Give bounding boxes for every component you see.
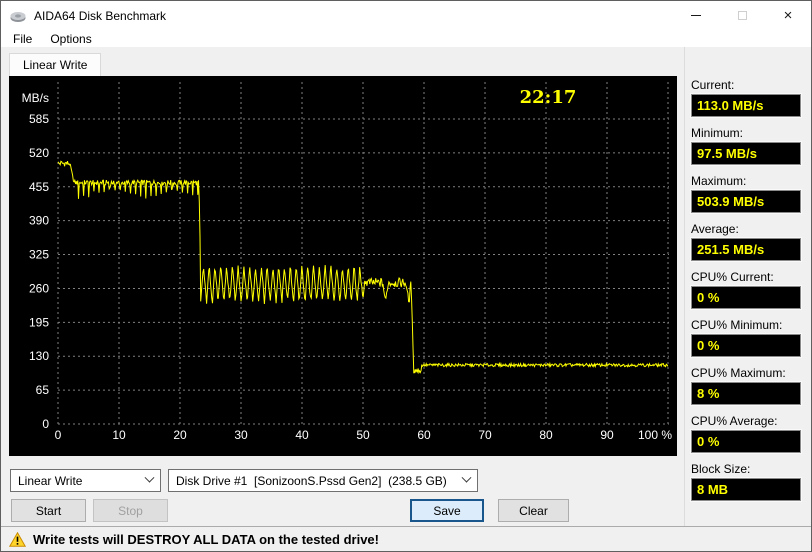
svg-text:0: 0 — [55, 428, 62, 442]
tab-linear-write[interactable]: Linear Write — [9, 53, 102, 76]
stats-panel: Current: 113.0 MB/s Minimum: 97.5 MB/s M… — [691, 78, 801, 510]
chart-time-label: 22:17 — [519, 87, 577, 108]
svg-text:90: 90 — [600, 428, 614, 442]
svg-text:130: 130 — [29, 349, 49, 363]
chart-axis-labels: MB/s 585 520 455 390 325 260 195 130 65 00 10 20 30 40… — [22, 91, 673, 442]
stat-value-box: 0 % — [691, 334, 801, 357]
maximize-icon — [737, 11, 747, 20]
stat-value: 0 % — [697, 290, 720, 305]
menu-file[interactable]: File — [13, 31, 33, 46]
chart-grid — [57, 82, 669, 425]
start-button[interactable]: Start — [11, 499, 86, 522]
stop-button: Stop — [93, 499, 168, 522]
app-disk-icon — [10, 11, 26, 22]
stat-value: 0 % — [697, 434, 720, 449]
stat-value-box: 503.9 MB/s — [691, 190, 801, 213]
window-title: AIDA64 Disk Benchmark — [34, 8, 167, 23]
stat-cpu-minimum: CPU% Minimum: 0 % — [691, 318, 801, 357]
stat-value-box: 0 % — [691, 430, 801, 453]
svg-text:455: 455 — [29, 180, 49, 194]
stat-label: Maximum: — [691, 174, 747, 188]
panel-divider — [684, 47, 685, 526]
menu-bar: File Options — [1, 30, 811, 47]
chart-area: MB/s 585 520 455 390 325 260 195 130 65 0 0 10 20 30 40… — [9, 76, 677, 456]
minimize-button[interactable] — [673, 1, 719, 30]
stat-value-box: 0 % — [691, 286, 801, 309]
stat-value: 8 % — [697, 386, 720, 401]
clear-button[interactable]: Clear — [498, 499, 569, 522]
y-axis-unit-label: MB/s — [22, 91, 49, 105]
svg-text:60: 60 — [417, 428, 431, 442]
stat-label: Current: — [691, 78, 735, 92]
status-bar: Write tests will DESTROY ALL DATA on the… — [1, 526, 811, 551]
svg-text:65: 65 — [36, 383, 50, 397]
svg-text:195: 195 — [29, 315, 49, 329]
svg-text:10: 10 — [112, 428, 126, 442]
stat-label: CPU% Maximum: — [691, 366, 786, 380]
svg-text:100 %: 100 % — [638, 428, 672, 442]
stat-value: 97.5 MB/s — [697, 146, 757, 161]
stat-value-box: 8 % — [691, 382, 801, 405]
svg-text:40: 40 — [295, 428, 309, 442]
svg-text:260: 260 — [29, 281, 49, 295]
stat-value-box: 113.0 MB/s — [691, 94, 801, 117]
stat-value: 113.0 MB/s — [697, 98, 764, 113]
stat-maximum: Maximum: 503.9 MB/s — [691, 174, 801, 213]
stat-label: Average: — [691, 222, 739, 236]
stat-label: Block Size: — [691, 462, 751, 476]
stat-cpu-average: CPU% Average: 0 % — [691, 414, 801, 453]
close-icon: × — [783, 7, 793, 24]
chevron-down-icon — [461, 472, 472, 483]
test-type-select[interactable]: Linear Write — [10, 469, 161, 492]
benchmark-chart: MB/s 585 520 455 390 325 260 195 130 65 00 10 20 30 40… — [22, 82, 673, 442]
stat-current: Current: 113.0 MB/s — [691, 78, 801, 117]
drive-select-value: Disk Drive #1 [SonizoonS.Pssd Gen2] (238… — [176, 473, 447, 488]
stat-value-box: 8 MB — [691, 478, 801, 501]
svg-text:50: 50 — [356, 428, 370, 442]
write-speed-series — [57, 160, 669, 375]
stat-block-size: Block Size: 8 MB — [691, 462, 801, 501]
svg-text:0: 0 — [42, 417, 49, 431]
warning-icon — [9, 531, 26, 547]
stat-value: 8 MB — [697, 482, 729, 497]
stat-value-box: 251.5 MB/s — [691, 238, 801, 261]
stat-cpu-current: CPU% Current: 0 % — [691, 270, 801, 309]
svg-text:20: 20 — [173, 428, 187, 442]
stat-label: Minimum: — [691, 126, 744, 140]
stat-minimum: Minimum: 97.5 MB/s — [691, 126, 801, 165]
test-type-value: Linear Write — [18, 473, 83, 488]
maximize-button — [719, 1, 765, 30]
svg-text:70: 70 — [478, 428, 492, 442]
stat-value: 0 % — [697, 338, 720, 353]
minimize-icon — [691, 15, 701, 16]
svg-text:520: 520 — [29, 146, 49, 160]
svg-text:30: 30 — [234, 428, 248, 442]
stat-value-box: 97.5 MB/s — [691, 142, 801, 165]
stat-label: CPU% Current: — [691, 270, 774, 284]
stat-label: CPU% Minimum: — [691, 318, 783, 332]
svg-text:325: 325 — [29, 248, 49, 262]
chevron-down-icon — [144, 472, 155, 483]
stat-label: CPU% Average: — [691, 414, 778, 428]
window-controls: × — [673, 1, 811, 30]
stat-value: 503.9 MB/s — [697, 194, 765, 209]
svg-text:390: 390 — [29, 214, 49, 228]
drive-select[interactable]: Disk Drive #1 [SonizoonS.Pssd Gen2] (238… — [168, 469, 478, 492]
svg-text:80: 80 — [539, 428, 553, 442]
save-button[interactable]: Save — [410, 499, 484, 522]
stat-cpu-maximum: CPU% Maximum: 8 % — [691, 366, 801, 405]
stat-average: Average: 251.5 MB/s — [691, 222, 801, 261]
warning-text: Write tests will DESTROY ALL DATA on the… — [33, 531, 379, 547]
close-button[interactable]: × — [765, 1, 811, 30]
svg-text:585: 585 — [29, 112, 49, 126]
menu-options[interactable]: Options — [50, 31, 92, 46]
stat-value: 251.5 MB/s — [697, 242, 765, 257]
title-bar: AIDA64 Disk Benchmark × — [1, 1, 811, 30]
